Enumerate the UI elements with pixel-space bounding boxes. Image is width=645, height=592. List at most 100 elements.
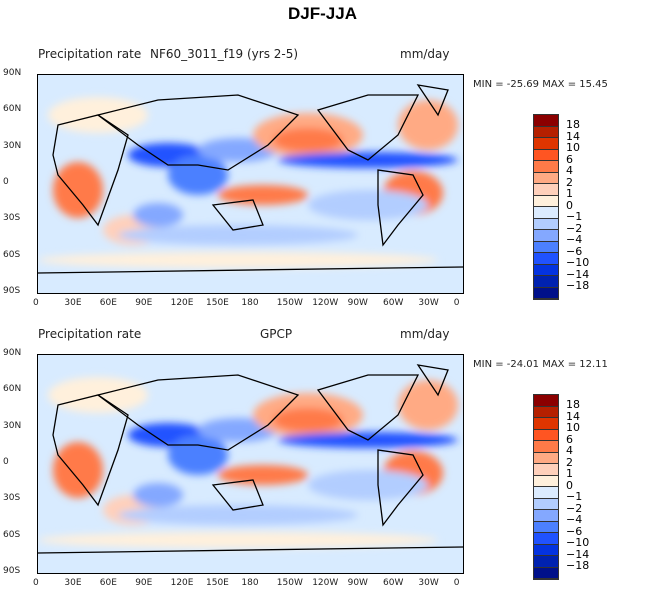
colorbar-swatch — [534, 395, 558, 407]
colorbar-label: −1 — [566, 490, 583, 503]
colorbar-swatch — [534, 184, 558, 196]
lon-tick-label: 0 — [453, 578, 460, 588]
min-max-label: MIN = -25.69 MAX = 15.45 — [473, 79, 608, 90]
lat-tick-label: 0 — [3, 456, 9, 467]
colorbar-swatch — [534, 452, 558, 464]
colorbar-swatch — [534, 253, 558, 265]
min-max-label: MIN = -24.01 MAX = 12.11 — [473, 359, 608, 370]
figure-title: DJF-JJA — [288, 4, 357, 23]
lon-tick-label: 90E — [135, 578, 153, 588]
panel-center-title: GPCP — [260, 327, 293, 341]
colorbar-label: 10 — [566, 421, 580, 434]
lon-tick-label: 30E — [64, 298, 82, 308]
colorbar-label: −2 — [566, 501, 583, 515]
colorbar-swatch — [534, 161, 558, 173]
colorbar-label: −10 — [566, 536, 590, 549]
colorbar-swatch — [534, 406, 558, 418]
lon-tick-label: 60E — [99, 578, 117, 588]
colorbar-swatch — [534, 521, 558, 533]
colorbar-swatch — [534, 498, 558, 510]
colorbar-swatch — [534, 487, 558, 499]
colorbar-swatch — [534, 276, 558, 288]
colorbar-swatch — [534, 287, 558, 299]
lon-tick-label: 90E — [135, 298, 153, 308]
lon-tick-label: 150W — [276, 578, 303, 588]
colorbar-swatch — [534, 567, 558, 579]
lat-tick-label: 30N — [3, 420, 22, 431]
lon-tick-label: 120E — [170, 578, 194, 588]
panel-left-title: Precipitation rate — [38, 47, 142, 61]
lon-tick-label: 90W — [347, 298, 368, 308]
colorbar-label: 14 — [566, 409, 580, 423]
lon-tick-label: 90W — [347, 578, 368, 588]
colorbar-swatch — [534, 441, 558, 453]
colorbar-label: 4 — [566, 164, 573, 177]
lon-tick-label: 0 — [33, 578, 39, 588]
colorbar-swatch — [534, 230, 558, 242]
colorbar-swatch — [534, 126, 558, 138]
colorbar-label: −4 — [566, 233, 583, 246]
colorbar-label: −10 — [566, 256, 590, 269]
lon-tick-label: 30W — [418, 298, 439, 308]
lon-tick-label: 60W — [383, 298, 404, 308]
lon-tick-label: 60W — [383, 578, 404, 588]
lon-tick-label: 0 — [33, 298, 39, 308]
lat-tick-label: 30S — [3, 493, 21, 504]
lon-tick-label: 150W — [276, 298, 303, 308]
lon-tick-label: 120W — [312, 298, 339, 308]
colorbar-swatch — [534, 138, 558, 150]
lat-tick-label: 60N — [3, 104, 22, 115]
colorbar-label: −14 — [566, 547, 590, 561]
panel-left-title: Precipitation rate — [38, 327, 142, 341]
lon-tick-label: 120E — [170, 298, 194, 308]
lat-tick-label: 90N — [3, 348, 22, 358]
lon-tick-label: 30W — [418, 578, 439, 588]
colorbar-label: −6 — [566, 244, 583, 258]
colorbar-label: −18 — [566, 559, 590, 572]
colorbar — [533, 394, 559, 580]
lat-tick-label: 90S — [3, 285, 21, 296]
lon-tick-label: 60E — [99, 298, 117, 308]
colorbar-label: 1 — [566, 467, 573, 480]
lat-tick-label: 0 — [3, 176, 9, 187]
colorbar-label: −18 — [566, 279, 590, 292]
colorbar-label: −2 — [566, 221, 583, 235]
colorbar-swatch — [534, 149, 558, 161]
lat-tick-label: 90S — [3, 565, 21, 576]
colorbar-label: −4 — [566, 513, 583, 526]
colorbar-swatch — [534, 172, 558, 184]
colorbar-swatch — [534, 207, 558, 219]
colorbar — [533, 114, 559, 300]
colorbar-swatch — [534, 510, 558, 522]
panel-units: mm/day — [400, 47, 450, 61]
panel-center-title: NF60_3011_f19 (yrs 2-5) — [150, 47, 299, 61]
colorbar-swatch — [534, 418, 558, 430]
colorbar-swatch — [534, 264, 558, 276]
colorbar-label: 1 — [566, 187, 573, 200]
colorbar-label: 18 — [566, 398, 580, 411]
precipitation-map — [37, 354, 464, 574]
colorbar-swatch — [534, 464, 558, 476]
lon-tick-label: 0 — [453, 298, 460, 308]
colorbar-swatch — [534, 195, 558, 207]
lon-tick-label: 150E — [206, 578, 229, 588]
colorbar-swatch — [534, 218, 558, 230]
precipitation-map — [37, 74, 464, 294]
colorbar-label: 2 — [566, 175, 573, 189]
lat-tick-label: 60N — [3, 384, 22, 395]
lon-tick-label: 180 — [241, 298, 259, 308]
panel-units: mm/day — [400, 327, 450, 341]
lat-tick-label: 90N — [3, 68, 22, 78]
colorbar-label: 4 — [566, 444, 573, 457]
lat-tick-label: 30N — [3, 140, 22, 151]
lon-tick-label: 120W — [312, 578, 339, 588]
colorbar-label: 0 — [566, 478, 573, 492]
colorbar-label: 14 — [566, 129, 580, 143]
lat-tick-label: 60S — [3, 249, 21, 260]
colorbar-swatch — [534, 556, 558, 568]
colorbar-swatch — [534, 544, 558, 556]
colorbar-label: −14 — [566, 267, 590, 281]
colorbar-label: 6 — [566, 152, 573, 166]
lon-tick-label: 150E — [206, 298, 229, 308]
colorbar-swatch — [534, 115, 558, 127]
